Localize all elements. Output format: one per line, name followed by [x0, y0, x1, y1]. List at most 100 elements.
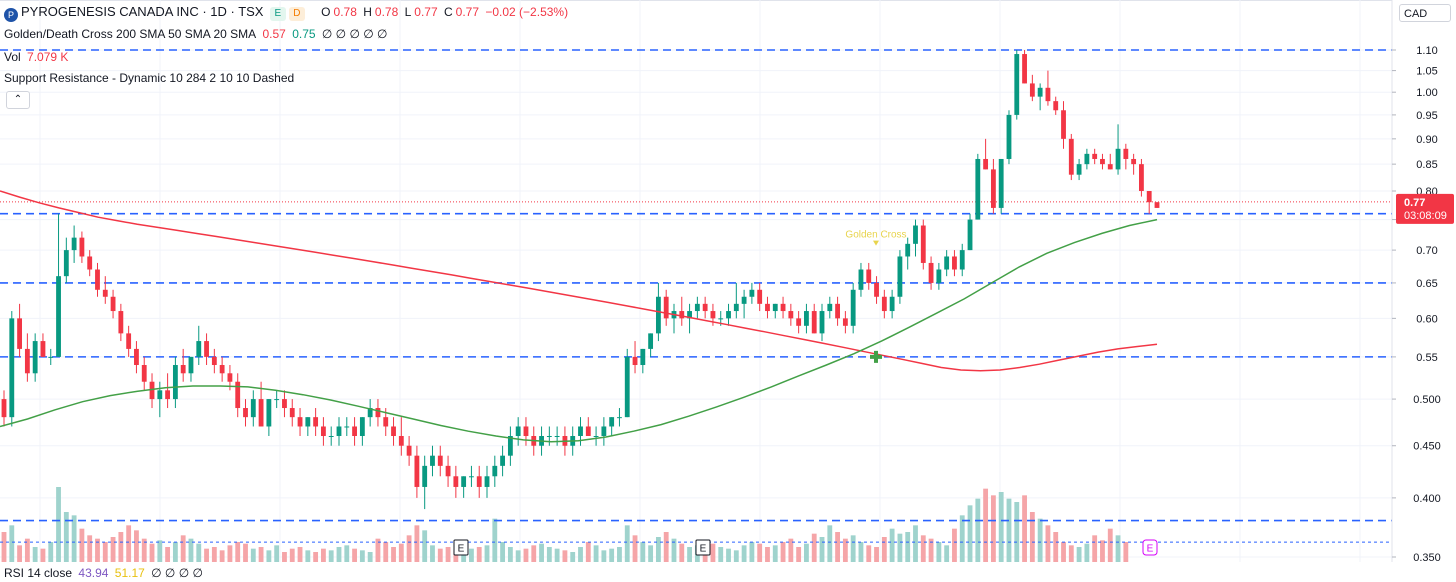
volume-bar: [328, 550, 334, 562]
candle-body: [476, 476, 482, 487]
candle-body: [196, 341, 202, 357]
volume-bar: [367, 552, 373, 562]
candle-body: [250, 399, 256, 418]
price-tick-label: 0.450: [1413, 441, 1441, 453]
earnings-marker-label: E: [1147, 544, 1154, 555]
sr-label[interactable]: Support Resistance - Dynamic 10 284 2 10…: [4, 71, 295, 85]
volume-bar: [570, 552, 576, 562]
candle-body: [780, 303, 786, 312]
volume-bar: [1092, 535, 1098, 562]
volume-bar: [850, 535, 856, 562]
price-tick-label: 0.85: [1416, 159, 1437, 171]
symbol-title[interactable]: PYROGENESIS CANADA INC · 1D · TSX: [21, 4, 264, 19]
volume-bar: [757, 543, 763, 562]
volume-bar: [422, 530, 428, 562]
volume-bar: [1115, 535, 1121, 562]
collapse-legend-button[interactable]: ⌃: [6, 91, 30, 109]
volume-bar: [640, 542, 646, 562]
candle-body: [1061, 110, 1066, 139]
earnings-marker-icon: [695, 539, 711, 556]
candle-body: [1146, 190, 1152, 203]
candle-body: [422, 465, 428, 487]
volume-bar: [383, 542, 389, 562]
candle-body: [858, 269, 864, 290]
candle-body: [1123, 148, 1129, 159]
rsi-legend[interactable]: RSI 14 close 43.94 51.17 ∅ ∅ ∅ ∅: [4, 566, 206, 580]
volume-legend[interactable]: Vol 7.079 K: [4, 50, 71, 64]
high-value: 0.78: [374, 5, 399, 19]
price-tick-label: 0.400: [1413, 493, 1441, 505]
close-label: C: [443, 5, 453, 19]
volume-bar: [515, 550, 521, 562]
volume-bar: [804, 543, 809, 562]
volume-bar: [1, 532, 7, 562]
cross-value-1: 0.57: [262, 27, 286, 41]
price-tick-label: 0.95: [1416, 110, 1437, 122]
price-tick-label: 0.60: [1416, 313, 1437, 325]
candle-body: [40, 341, 46, 357]
volume-bar: [710, 543, 716, 562]
volume-bar: [679, 543, 685, 562]
dividend-badge-icon[interactable]: D: [288, 7, 305, 21]
candle-body: [804, 311, 809, 326]
volume-bar: [726, 548, 731, 562]
volume-bar: [87, 535, 93, 562]
candle-body: [227, 373, 233, 382]
rsi-label[interactable]: RSI 14 close: [4, 566, 73, 580]
volume-bar: [585, 542, 591, 562]
candle-body: [772, 303, 778, 312]
volume-bar: [835, 532, 841, 562]
volume-bar: [243, 543, 248, 562]
candle-body: [1068, 138, 1074, 175]
candle-body: [1100, 158, 1105, 165]
volume-bar: [663, 532, 669, 562]
price-axis: 1.101.051.000.950.900.850.800.750.700.65…: [1391, 0, 1454, 564]
rsi-value-1: 43.94: [78, 566, 109, 580]
volume-bar: [476, 547, 482, 562]
candle-body: [920, 225, 926, 263]
candle-body: [352, 426, 357, 437]
chevron-up-icon: ⌃: [13, 94, 23, 105]
volume-bar: [1053, 532, 1059, 562]
earnings-badge-icon[interactable]: E: [269, 7, 286, 21]
volume-bar: [1022, 495, 1027, 562]
candle-body: [998, 158, 1004, 208]
volume-bar: [344, 545, 350, 562]
candle-body: [141, 365, 147, 382]
volume-bar: [492, 518, 498, 562]
candle-body: [469, 476, 474, 478]
volume-bar: [196, 543, 202, 562]
candle-body: [507, 436, 513, 456]
candle-body: [648, 333, 654, 349]
volume-bar: [484, 545, 490, 562]
candle-body: [640, 348, 646, 366]
volume-bar: [313, 552, 319, 562]
candle-body: [1045, 87, 1051, 102]
cross-indicator-legend[interactable]: Golden/Death Cross 200 SMA 50 SMA 20 SMA…: [4, 27, 391, 41]
volume-bar: [920, 535, 926, 562]
cross-indicator-label[interactable]: Golden/Death Cross 200 SMA 50 SMA 20 SMA: [4, 27, 257, 41]
candle-body: [1076, 164, 1082, 175]
volume-bar: [40, 548, 46, 562]
volume-bar: [913, 525, 918, 562]
candle-body: [17, 318, 22, 349]
volume-bar: [749, 542, 755, 562]
high-label: H: [363, 5, 372, 19]
candle-body: [928, 262, 934, 283]
volume-bar: [624, 525, 630, 562]
candle-body: [874, 282, 879, 297]
volume-label[interactable]: Vol: [4, 50, 21, 64]
candle-body: [398, 436, 404, 446]
sr-legend[interactable]: Support Resistance - Dynamic 10 284 2 10…: [4, 71, 297, 85]
currency-select[interactable]: CAD: [1399, 4, 1451, 22]
price-tick-label: 0.90: [1416, 134, 1437, 146]
golden-cross-arrow-icon: [873, 240, 879, 246]
earnings-marker-label: E: [700, 544, 707, 555]
volume-bar: [897, 533, 903, 562]
volume-bar: [718, 547, 724, 562]
candle-body: [554, 436, 560, 438]
volume-bar: [165, 547, 171, 562]
volume-bar: [56, 487, 61, 562]
